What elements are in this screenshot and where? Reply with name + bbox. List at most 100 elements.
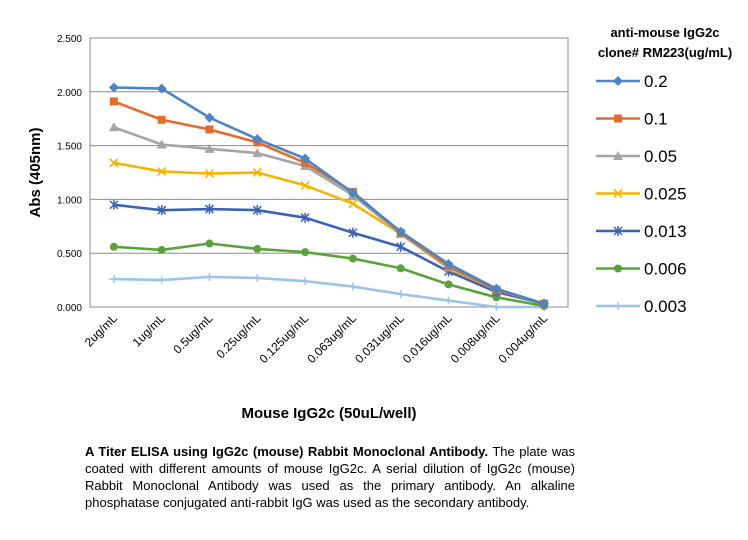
x-tick-label: 0.016ug/mL: [400, 311, 455, 366]
data-point: [204, 143, 215, 153]
data-point: [492, 293, 501, 302]
data-point: [204, 272, 215, 281]
series-line: [113, 242, 545, 308]
data-point: [300, 153, 311, 164]
data-point: [108, 275, 119, 284]
data-point: [613, 226, 623, 236]
data-point: [204, 169, 215, 179]
data-point: [252, 167, 262, 178]
series-0-1: [109, 97, 549, 308]
data-point: [157, 166, 167, 176]
data-point: [347, 187, 358, 198]
x-tick-label: 0.125ug/mL: [256, 311, 311, 366]
data-point: [396, 264, 405, 273]
x-tick-label: 2ug/mL: [82, 311, 120, 349]
data-point: [613, 188, 623, 199]
legend-label: 0.1: [644, 110, 668, 129]
data-point: [444, 280, 453, 289]
data-point: [252, 273, 263, 282]
caption-title: A Titer ELISA using IgG2c (mouse) Rabbit…: [85, 444, 489, 459]
legend-title: anti-mouse IgG2c: [610, 25, 719, 40]
data-point: [539, 298, 550, 309]
data-point: [156, 139, 167, 149]
y-tick-label: 1.000: [57, 195, 82, 206]
series-line: [113, 100, 545, 306]
data-point: [396, 241, 406, 252]
data-point: [157, 205, 167, 216]
data-point: [109, 97, 118, 106]
data-point: [348, 227, 358, 238]
data-point: [205, 125, 214, 134]
data-point: [300, 277, 311, 286]
data-point: [491, 303, 502, 311]
data-point: [301, 248, 310, 257]
x-tick-label: 0.063ug/mL: [304, 311, 359, 366]
data-point: [204, 112, 215, 123]
titer-elisa-chart: 0.000 0.500 1.000 1.500 2.000 2.500 2ug/mL 1ug/…: [27, 25, 732, 422]
data-point: [614, 114, 622, 123]
legend-item: 0.006: [596, 260, 687, 279]
legend-label: 0.2: [644, 72, 668, 91]
data-point: [348, 199, 358, 209]
data-point: [204, 204, 215, 215]
data-point: [300, 212, 310, 223]
data-point: [253, 244, 262, 253]
legend-item: 0.05: [596, 147, 677, 166]
y-tick-label: 2.000: [57, 88, 82, 99]
series-line: [113, 126, 545, 306]
series-0-006: [109, 239, 549, 310]
data-point: [109, 158, 119, 168]
data-point: [300, 180, 310, 190]
series-0-2: [108, 82, 550, 309]
data-point: [157, 245, 166, 254]
y-tick-label: 2.500: [57, 34, 82, 45]
data-point: [252, 205, 262, 216]
data-point: [613, 76, 623, 86]
data-point: [613, 302, 623, 310]
data-point: [443, 258, 454, 269]
data-point: [156, 276, 167, 285]
x-tick-label: 0.25ug/mL: [213, 311, 263, 361]
data-point: [157, 115, 166, 124]
y-tick-label: 0.500: [57, 249, 82, 260]
x-tick-label: 1ug/mL: [130, 311, 168, 349]
legend-item: 0.1: [596, 110, 668, 129]
x-tick-label: 0.008ug/mL: [448, 311, 503, 366]
legend-item: 0.013: [596, 222, 687, 241]
legend-label: 0.006: [644, 260, 687, 279]
x-tick-label: 0.031ug/mL: [352, 311, 407, 366]
series-0-003: [108, 272, 550, 311]
y-tick-label: 0.000: [57, 303, 82, 314]
legend-label: 0.05: [644, 147, 677, 166]
legend-item: 0.025: [596, 185, 687, 204]
series-line: [113, 203, 545, 306]
data-point: [156, 83, 167, 94]
figure-caption: A Titer ELISA using IgG2c (mouse) Rabbit…: [85, 443, 575, 511]
x-tick-label: 0.5ug/mL: [170, 311, 216, 357]
y-axis-title: Abs (405nm): [27, 127, 44, 217]
data-point: [348, 254, 357, 263]
legend-item: 0.2: [596, 72, 668, 91]
data-point: [252, 148, 263, 158]
data-point: [347, 282, 358, 291]
x-tick-label: 0.004ug/mL: [495, 311, 550, 366]
data-point: [395, 226, 406, 237]
series-line: [113, 86, 545, 306]
y-tick-label: 1.500: [57, 142, 82, 153]
legend-label: 0.025: [644, 185, 687, 204]
data-point: [395, 290, 406, 299]
data-point: [491, 283, 502, 294]
data-point: [613, 151, 623, 160]
data-point: [252, 134, 263, 145]
x-axis-title: Mouse IgG2c (50uL/well): [241, 405, 416, 422]
series-line: [113, 275, 545, 309]
data-point: [108, 122, 119, 132]
data-point: [109, 199, 119, 210]
data-point: [108, 82, 119, 93]
data-point: [205, 239, 214, 248]
legend-title: clone# RM223(ug/mL): [598, 45, 732, 60]
data-point: [109, 242, 118, 251]
data-point: [614, 264, 622, 273]
legend-item: 0.003: [596, 297, 687, 316]
legend-label: 0.013: [644, 222, 687, 241]
